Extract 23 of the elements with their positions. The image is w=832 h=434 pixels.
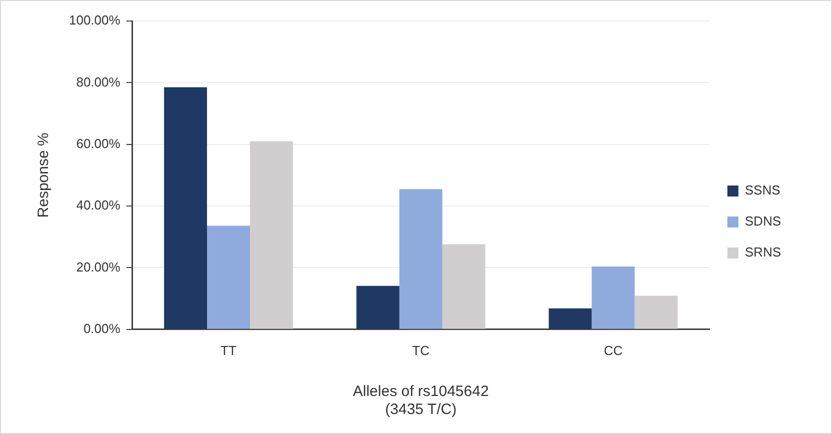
- bar: [548, 308, 592, 329]
- y-tick-label: 0.00%: [83, 320, 121, 336]
- legend-label: SRNS: [744, 244, 782, 260]
- bar: [592, 266, 635, 329]
- legend-label: SDNS: [744, 214, 782, 229]
- y-axis-title: Response %: [35, 132, 52, 218]
- bar: [356, 286, 400, 329]
- y-tick-label: 80.00%: [76, 74, 121, 90]
- bar: [442, 244, 486, 329]
- bar: [207, 226, 250, 329]
- bar: [250, 141, 293, 329]
- x-tick-label: CC: [604, 342, 623, 358]
- y-tick-label: 100.00%: [68, 12, 121, 28]
- x-axis-title: Alleles of rs1045642 (3435 T/C): [352, 383, 489, 418]
- y-tick-label: 40.00%: [76, 198, 121, 213]
- y-tick-label: 60.00%: [76, 136, 121, 151]
- bar: [399, 189, 442, 329]
- x-tick-label: TT: [220, 342, 236, 358]
- bar: [164, 87, 208, 329]
- y-tick-label: 20.00%: [76, 259, 121, 274]
- x-tick-label: TC: [412, 342, 430, 358]
- legend-label: SSNS: [744, 182, 781, 198]
- bar: [634, 296, 678, 329]
